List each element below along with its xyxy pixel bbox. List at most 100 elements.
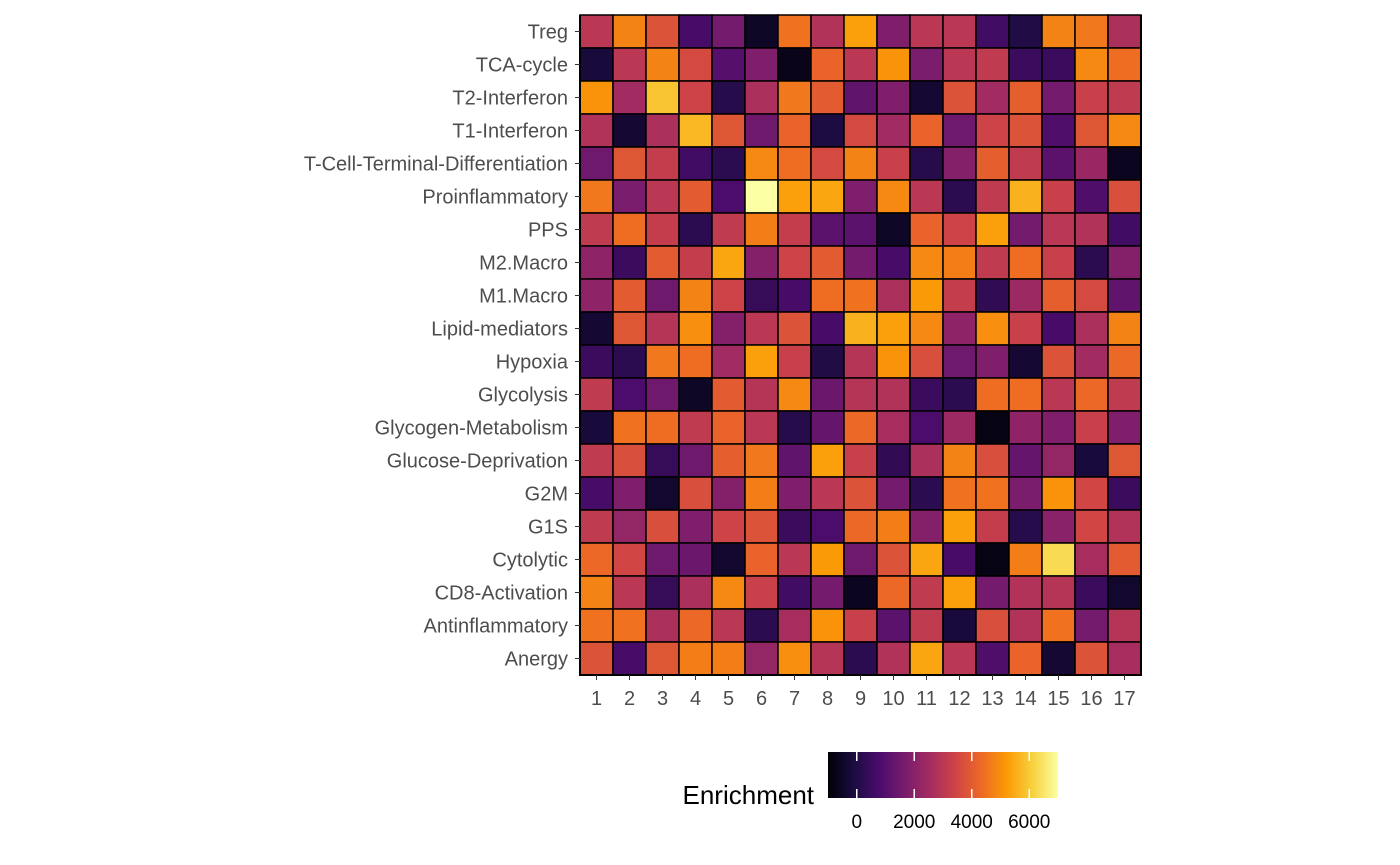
y-tick-label: T1-Interferon xyxy=(452,121,568,143)
heatmap-cell xyxy=(843,311,878,346)
heatmap-cell xyxy=(612,14,647,49)
heatmap-cell xyxy=(810,311,845,346)
heatmap-cell xyxy=(1041,311,1076,346)
y-tick-label: TCA-cycle xyxy=(476,55,568,77)
heatmap-cell xyxy=(1074,641,1109,676)
heatmap-cell xyxy=(909,14,944,49)
heatmap-cell xyxy=(612,641,647,676)
heatmap-cell xyxy=(975,575,1010,610)
heatmap-cell xyxy=(1041,542,1076,577)
heatmap-cell xyxy=(1074,509,1109,544)
heatmap-cell xyxy=(942,608,977,643)
heatmap-cell xyxy=(1041,575,1076,610)
heatmap-cell xyxy=(975,80,1010,115)
y-tick-label: T2-Interferon xyxy=(452,88,568,110)
colorbar-tick-label: 0 xyxy=(851,812,862,833)
y-tick-label: Cytolytic xyxy=(492,550,568,572)
heatmap-cell xyxy=(1107,443,1142,478)
heatmap-cell xyxy=(1008,641,1043,676)
heatmap-cell xyxy=(645,641,680,676)
heatmap-cell xyxy=(1074,80,1109,115)
x-tick-label: 12 xyxy=(948,688,970,710)
y-tick-label: M2.Macro xyxy=(479,253,568,275)
heatmap-cell xyxy=(1107,311,1142,346)
heatmap-cell xyxy=(678,278,713,313)
x-tick-label: 7 xyxy=(789,688,800,710)
heatmap-cell xyxy=(645,443,680,478)
heatmap-cell xyxy=(612,344,647,379)
heatmap-cell xyxy=(975,641,1010,676)
heatmap-cell xyxy=(1107,113,1142,148)
heatmap-cell xyxy=(678,443,713,478)
heatmap-cell xyxy=(1041,80,1076,115)
heatmap-cell xyxy=(777,47,812,82)
heatmap-cell xyxy=(777,377,812,412)
heatmap-cell xyxy=(777,509,812,544)
heatmap-cell xyxy=(777,575,812,610)
heatmap-cell xyxy=(810,113,845,148)
heatmap-cell xyxy=(975,542,1010,577)
heatmap-cell xyxy=(975,608,1010,643)
heatmap-cell xyxy=(1107,80,1142,115)
heatmap-cell xyxy=(678,212,713,247)
heatmap-cell xyxy=(744,410,779,445)
heatmap-cell xyxy=(1107,14,1142,49)
heatmap-cell xyxy=(612,80,647,115)
heatmap-cell xyxy=(579,542,614,577)
heatmap-cell xyxy=(711,212,746,247)
heatmap-cell xyxy=(909,509,944,544)
heatmap-cell xyxy=(711,80,746,115)
heatmap-cell xyxy=(1074,212,1109,247)
x-tick-label: 9 xyxy=(855,688,866,710)
heatmap-cell xyxy=(579,278,614,313)
heatmap-cell xyxy=(678,179,713,214)
heatmap-cell xyxy=(1008,377,1043,412)
heatmap-cell xyxy=(1107,344,1142,379)
heatmap-cell xyxy=(1107,608,1142,643)
heatmap-cell xyxy=(942,80,977,115)
y-tick-label: M1.Macro xyxy=(479,286,568,308)
heatmap-cell xyxy=(777,179,812,214)
heatmap-cell xyxy=(777,80,812,115)
heatmap-cell xyxy=(678,575,713,610)
heatmap-cell xyxy=(579,608,614,643)
heatmap-cell xyxy=(1107,575,1142,610)
heatmap-cell xyxy=(645,344,680,379)
y-tick-label: PPS xyxy=(528,220,568,242)
colorbar-tick-label: 6000 xyxy=(1008,812,1050,833)
heatmap-cell xyxy=(1041,47,1076,82)
heatmap-cell xyxy=(777,212,812,247)
heatmap-cell xyxy=(1041,443,1076,478)
heatmap-cell xyxy=(1074,443,1109,478)
heatmap-cell xyxy=(843,641,878,676)
heatmap-cell xyxy=(942,113,977,148)
heatmap-cell xyxy=(1041,113,1076,148)
heatmap-cell xyxy=(678,608,713,643)
heatmap-cell xyxy=(843,14,878,49)
heatmap-cell xyxy=(1107,410,1142,445)
heatmap-cell xyxy=(579,344,614,379)
heatmap-cell xyxy=(711,542,746,577)
heatmap-cell xyxy=(810,245,845,280)
heatmap-cell xyxy=(975,113,1010,148)
x-tick-label: 16 xyxy=(1080,688,1102,710)
x-tick-label: 8 xyxy=(822,688,833,710)
heatmap-cell xyxy=(876,509,911,544)
heatmap-cell xyxy=(1107,542,1142,577)
heatmap-cell xyxy=(876,113,911,148)
heatmap-cell xyxy=(711,146,746,181)
heatmap-cell xyxy=(876,278,911,313)
heatmap-cell xyxy=(876,14,911,49)
x-tick-label: 4 xyxy=(690,688,701,710)
heatmap-cell xyxy=(1008,410,1043,445)
heatmap-cell xyxy=(942,311,977,346)
heatmap-cell xyxy=(711,476,746,511)
colorbar-title: Enrichment xyxy=(683,780,815,810)
heatmap-cell xyxy=(975,311,1010,346)
heatmap-cell xyxy=(777,542,812,577)
heatmap-cell xyxy=(1107,212,1142,247)
heatmap-cell xyxy=(612,443,647,478)
heatmap-cell xyxy=(579,245,614,280)
x-tick-label: 5 xyxy=(723,688,734,710)
heatmap-cell xyxy=(711,278,746,313)
